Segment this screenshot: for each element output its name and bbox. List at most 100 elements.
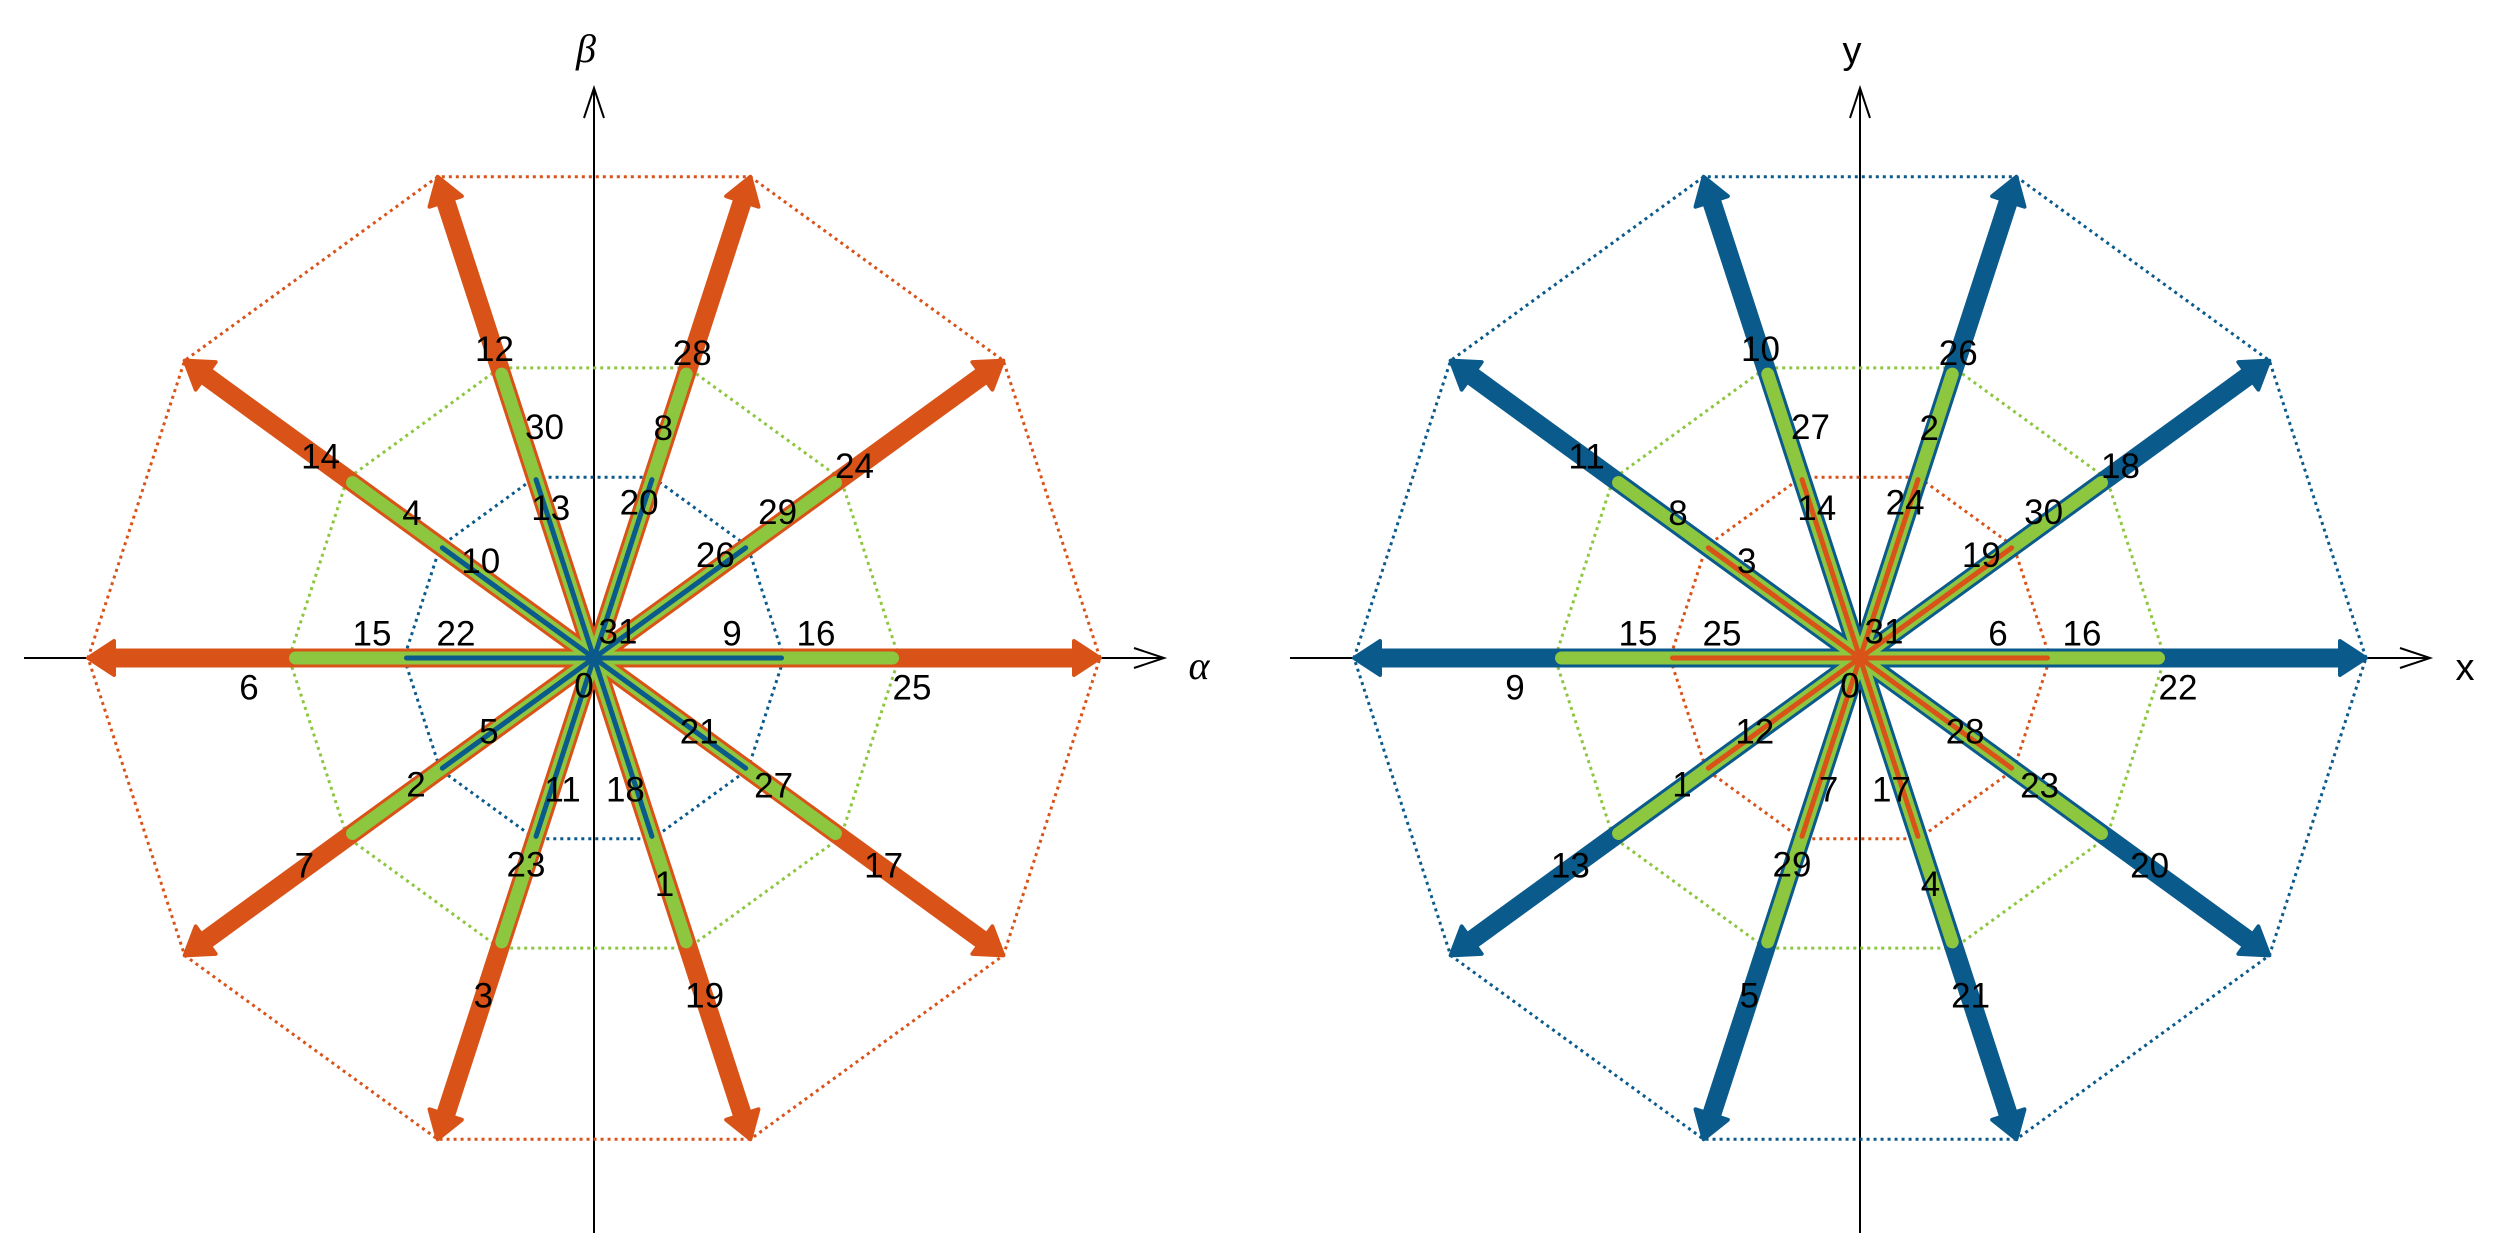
vector-head	[1072, 639, 1102, 677]
vector-label: 17	[864, 847, 903, 886]
vector-label: 17	[1872, 770, 1911, 809]
vector-label: 18	[2101, 447, 2140, 486]
vector-label: 23	[2020, 767, 2059, 806]
vector-head	[970, 924, 1006, 958]
vector-label: 2	[1919, 409, 1938, 448]
vector-label: 16	[797, 614, 836, 653]
ring-outline	[1553, 366, 2167, 950]
vector	[1857, 545, 2015, 661]
vector-head	[2236, 358, 2272, 392]
vector	[1705, 545, 1863, 661]
vector-label: 14	[1797, 489, 1836, 528]
vector	[591, 655, 655, 839]
vector-label: 22	[2159, 668, 2198, 707]
vector-label: 24	[835, 447, 874, 486]
vector-label: 13	[531, 489, 570, 528]
zero-vector-label: 31	[599, 612, 638, 651]
ring-outline	[287, 366, 901, 950]
vector-label: 3	[474, 977, 493, 1016]
vector-label: 26	[696, 536, 735, 575]
vector-label: 1	[1672, 766, 1691, 805]
vector-label: 12	[475, 330, 514, 369]
vector-label: 13	[1551, 847, 1590, 886]
vector-label: 11	[544, 770, 580, 809]
vector-label: 5	[1740, 977, 1759, 1016]
vector-label: 28	[673, 334, 712, 373]
vector-label: 2	[406, 766, 425, 805]
vector-label: 7	[295, 847, 314, 886]
vector	[1857, 655, 2015, 771]
vector	[591, 545, 749, 661]
vector-head	[86, 639, 116, 677]
vector-label: 8	[653, 409, 672, 448]
vector-head	[724, 1107, 761, 1142]
vector	[1705, 655, 1863, 771]
vector	[1857, 655, 1921, 839]
vector	[1857, 477, 1921, 661]
vector-head	[1448, 924, 1484, 958]
vector-label: 5	[479, 713, 498, 752]
x-axis-arrow	[2399, 647, 2434, 669]
vector-head	[427, 1107, 464, 1142]
vector-label: 24	[1886, 483, 1925, 522]
vector-head	[2236, 924, 2272, 958]
zero-vector-label: 31	[1865, 612, 1904, 651]
x-axis-label: α	[1189, 643, 1211, 688]
vector	[591, 477, 655, 661]
zero-vector-label: 0	[574, 666, 593, 705]
y-axis-arrow	[1849, 84, 1871, 119]
vector-label: 16	[2063, 614, 2102, 653]
x-axis-arrow	[1133, 647, 1168, 669]
vector-label: 4	[1921, 865, 1940, 904]
vector-label: 7	[1819, 770, 1838, 809]
vector-label: 15	[1619, 614, 1658, 653]
vector-label: 10	[461, 542, 500, 581]
vector	[533, 477, 597, 661]
vector-head	[427, 174, 464, 209]
vector-head	[1693, 174, 1730, 209]
vector-label: 21	[1951, 977, 1990, 1016]
vector-label: 25	[893, 668, 932, 707]
y-axis-arrow	[583, 84, 605, 119]
vector-label: 14	[301, 438, 340, 477]
vector-label: 30	[2024, 493, 2063, 532]
vector-label: 12	[1735, 713, 1774, 752]
vector	[439, 655, 597, 771]
vector-label: 9	[722, 614, 741, 653]
vector-label: 29	[758, 493, 797, 532]
y-axis-label: y	[1843, 30, 1862, 72]
zero-vector-label: 0	[1840, 666, 1859, 705]
vector-label: 15	[353, 614, 392, 653]
vector-label: 20	[2130, 847, 2169, 886]
vector-head	[1693, 1107, 1730, 1142]
vector-label: 9	[1505, 668, 1524, 707]
vector-label: 19	[1962, 536, 2001, 575]
vector-label: 22	[437, 614, 476, 653]
vector-head	[182, 924, 218, 958]
vector	[439, 545, 597, 661]
vector-label: 1	[655, 865, 674, 904]
vector-label: 8	[1668, 494, 1687, 533]
vector-head	[2338, 639, 2368, 677]
vector-head	[182, 358, 218, 392]
vector-label: 11	[1568, 438, 1604, 477]
vector-head	[724, 174, 761, 209]
vector-head	[970, 358, 1006, 392]
vector-label: 23	[507, 845, 546, 884]
vector	[1799, 655, 1863, 839]
vector	[533, 655, 597, 839]
vector-label: 30	[525, 408, 564, 447]
vector-label: 28	[1946, 713, 1985, 752]
vector-label: 18	[606, 770, 645, 809]
vector-label: 27	[1791, 408, 1830, 447]
vector-label: 10	[1741, 330, 1780, 369]
vector-label: 4	[402, 494, 421, 533]
vector-head	[1448, 358, 1484, 392]
vector-label: 26	[1939, 334, 1978, 373]
vector-label: 20	[620, 483, 659, 522]
y-axis-label: β	[575, 26, 596, 71]
x-axis-label: x	[2456, 647, 2475, 689]
